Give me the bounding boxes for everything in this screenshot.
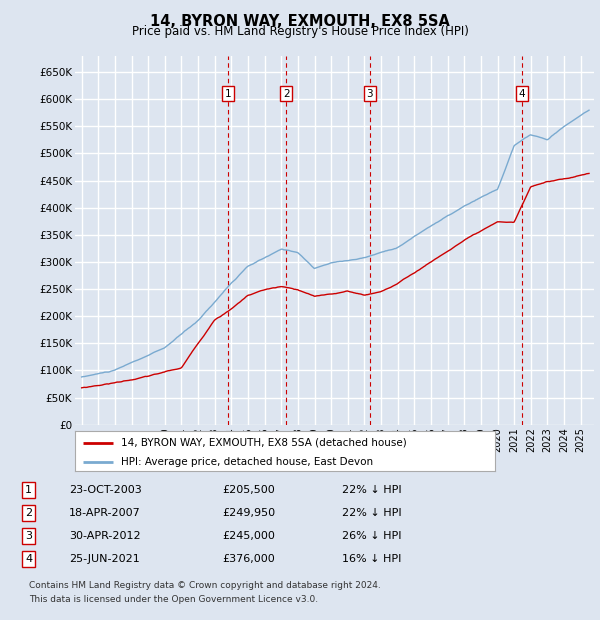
Text: 18-APR-2007: 18-APR-2007 bbox=[69, 508, 141, 518]
Text: £245,000: £245,000 bbox=[222, 531, 275, 541]
Text: 30-APR-2012: 30-APR-2012 bbox=[69, 531, 140, 541]
Text: £249,950: £249,950 bbox=[222, 508, 275, 518]
Text: Contains HM Land Registry data © Crown copyright and database right 2024.: Contains HM Land Registry data © Crown c… bbox=[29, 582, 380, 590]
Text: 2: 2 bbox=[283, 89, 290, 99]
Text: £376,000: £376,000 bbox=[222, 554, 275, 564]
Text: 22% ↓ HPI: 22% ↓ HPI bbox=[342, 485, 401, 495]
Text: £205,500: £205,500 bbox=[222, 485, 275, 495]
Text: 26% ↓ HPI: 26% ↓ HPI bbox=[342, 531, 401, 541]
Text: 2: 2 bbox=[25, 508, 32, 518]
Text: 3: 3 bbox=[367, 89, 373, 99]
Text: 14, BYRON WAY, EXMOUTH, EX8 5SA (detached house): 14, BYRON WAY, EXMOUTH, EX8 5SA (detache… bbox=[121, 438, 407, 448]
Text: 1: 1 bbox=[225, 89, 232, 99]
Text: 14, BYRON WAY, EXMOUTH, EX8 5SA: 14, BYRON WAY, EXMOUTH, EX8 5SA bbox=[150, 14, 450, 29]
Text: Price paid vs. HM Land Registry's House Price Index (HPI): Price paid vs. HM Land Registry's House … bbox=[131, 25, 469, 38]
Text: This data is licensed under the Open Government Licence v3.0.: This data is licensed under the Open Gov… bbox=[29, 595, 318, 604]
Text: 4: 4 bbox=[519, 89, 526, 99]
Text: 16% ↓ HPI: 16% ↓ HPI bbox=[342, 554, 401, 564]
Text: 1: 1 bbox=[25, 485, 32, 495]
Text: 23-OCT-2003: 23-OCT-2003 bbox=[69, 485, 142, 495]
Text: 25-JUN-2021: 25-JUN-2021 bbox=[69, 554, 140, 564]
Text: 3: 3 bbox=[25, 531, 32, 541]
Text: HPI: Average price, detached house, East Devon: HPI: Average price, detached house, East… bbox=[121, 458, 373, 467]
Text: 4: 4 bbox=[25, 554, 32, 564]
Text: 22% ↓ HPI: 22% ↓ HPI bbox=[342, 508, 401, 518]
